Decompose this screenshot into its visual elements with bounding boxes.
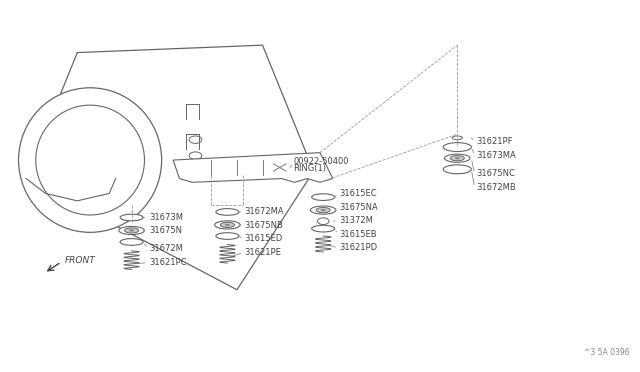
Ellipse shape bbox=[444, 142, 471, 151]
Text: 31673M: 31673M bbox=[149, 213, 183, 222]
Text: 31673MA: 31673MA bbox=[476, 151, 516, 160]
Ellipse shape bbox=[216, 233, 239, 239]
Ellipse shape bbox=[444, 165, 471, 174]
Text: 31675N: 31675N bbox=[149, 226, 182, 235]
Text: 31672MB: 31672MB bbox=[476, 183, 516, 192]
Text: 31372M: 31372M bbox=[339, 217, 373, 225]
Ellipse shape bbox=[120, 238, 143, 245]
Ellipse shape bbox=[451, 155, 465, 161]
Ellipse shape bbox=[317, 218, 329, 225]
Ellipse shape bbox=[445, 154, 470, 162]
Text: 31615ED: 31615ED bbox=[244, 234, 283, 244]
Text: 31672MA: 31672MA bbox=[244, 208, 284, 217]
Text: 31675NC: 31675NC bbox=[476, 169, 515, 178]
Ellipse shape bbox=[19, 88, 162, 232]
Text: 31672M: 31672M bbox=[149, 244, 183, 253]
Ellipse shape bbox=[36, 105, 145, 215]
Text: 00922-50400: 00922-50400 bbox=[293, 157, 349, 166]
Polygon shape bbox=[26, 45, 314, 290]
Ellipse shape bbox=[269, 161, 290, 173]
Ellipse shape bbox=[312, 194, 335, 201]
Ellipse shape bbox=[214, 221, 240, 229]
Ellipse shape bbox=[310, 206, 336, 214]
Ellipse shape bbox=[220, 222, 234, 228]
Text: RING(1): RING(1) bbox=[293, 164, 326, 173]
Text: 31621PC: 31621PC bbox=[149, 258, 186, 267]
Text: 31621PF: 31621PF bbox=[476, 137, 513, 146]
Ellipse shape bbox=[189, 152, 202, 159]
Ellipse shape bbox=[125, 228, 139, 233]
Ellipse shape bbox=[189, 136, 202, 143]
Text: 31675NA: 31675NA bbox=[339, 203, 378, 212]
Ellipse shape bbox=[119, 227, 145, 235]
Text: 31621PE: 31621PE bbox=[244, 248, 282, 257]
Polygon shape bbox=[173, 153, 333, 182]
Ellipse shape bbox=[120, 214, 143, 221]
Text: 31675NB: 31675NB bbox=[244, 221, 284, 230]
Ellipse shape bbox=[312, 225, 335, 232]
Text: 31615EC: 31615EC bbox=[339, 189, 377, 198]
Ellipse shape bbox=[316, 208, 330, 213]
Text: FRONT: FRONT bbox=[65, 256, 95, 264]
Text: 31621PD: 31621PD bbox=[339, 243, 378, 252]
Ellipse shape bbox=[216, 209, 239, 215]
Text: 31615EB: 31615EB bbox=[339, 230, 377, 239]
Ellipse shape bbox=[210, 162, 225, 169]
Ellipse shape bbox=[455, 157, 460, 159]
Ellipse shape bbox=[129, 230, 134, 232]
Ellipse shape bbox=[225, 224, 230, 226]
Ellipse shape bbox=[321, 209, 326, 211]
Text: ^3 5A 0396: ^3 5A 0396 bbox=[584, 348, 630, 357]
Ellipse shape bbox=[261, 159, 276, 167]
Ellipse shape bbox=[452, 136, 463, 140]
